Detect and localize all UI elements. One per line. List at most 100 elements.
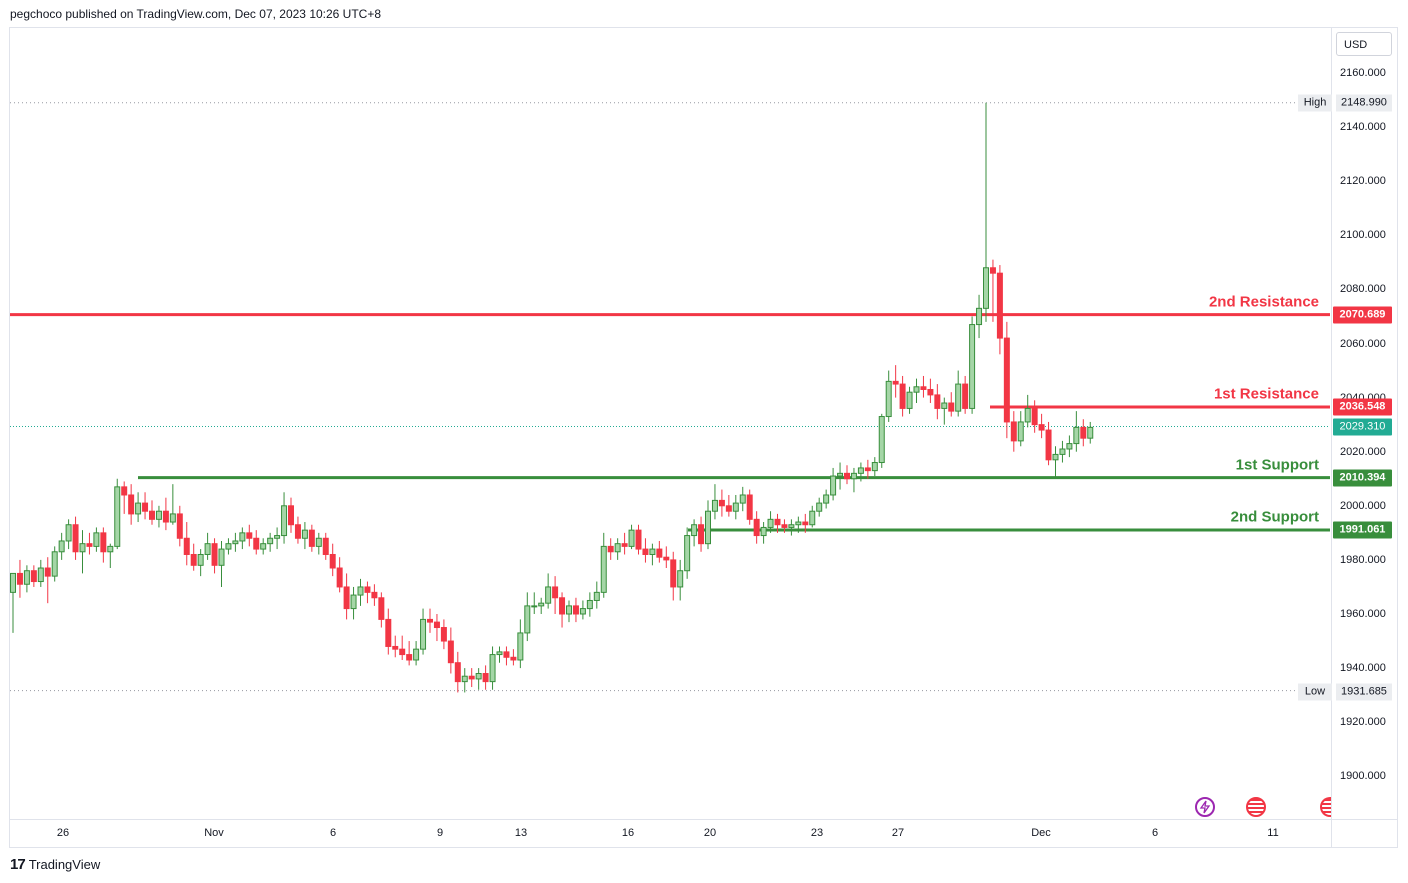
candle-body	[1066, 443, 1073, 450]
candle-body	[579, 608, 586, 615]
candle-body	[753, 518, 760, 537]
candle-body	[948, 402, 955, 412]
candle-body	[1080, 426, 1087, 439]
candle-body	[496, 651, 503, 656]
tradingview-logo-icon: 17	[10, 856, 26, 873]
time-tick-label: 16	[621, 827, 635, 839]
price-tick-label: 2100.000	[1340, 229, 1386, 242]
candle-body	[37, 567, 44, 583]
candle-body	[781, 524, 788, 528]
candle-body	[371, 591, 378, 599]
candle-body	[920, 386, 927, 390]
level-label: 2nd Resistance	[1208, 293, 1319, 311]
candle-body	[322, 537, 329, 555]
candle-body	[155, 510, 162, 520]
publish-info: pegchoco published on TradingView.com, D…	[10, 7, 382, 21]
candle-body	[16, 572, 23, 585]
footer-brand[interactable]: 17 TradingView	[10, 856, 100, 873]
candle-body	[1017, 421, 1024, 442]
time-tick-label: 9	[436, 827, 444, 839]
price-tick-label: 2120.000	[1340, 175, 1386, 188]
candle-body	[976, 307, 983, 326]
candle-body	[44, 567, 51, 577]
candle-body	[684, 535, 691, 572]
candle-body	[162, 510, 169, 523]
candle-body	[607, 545, 614, 553]
candle-body	[614, 543, 621, 553]
price-tick-label: 2060.000	[1340, 337, 1386, 350]
candle-body	[79, 543, 86, 553]
candle-body	[413, 648, 420, 661]
candle-body	[294, 524, 301, 539]
candle-body	[260, 543, 267, 550]
candle-body	[802, 521, 809, 526]
price-tick-label: 2140.000	[1340, 121, 1386, 134]
candle-body	[934, 394, 941, 409]
brand-name: TradingView	[28, 857, 101, 872]
time-tick-label: Nov	[204, 827, 224, 839]
lightning-icon[interactable]	[1195, 797, 1215, 817]
candle-body	[454, 662, 461, 683]
candle-body	[461, 675, 468, 683]
candle-body	[600, 545, 607, 593]
candle-body	[65, 524, 72, 542]
candle-body	[531, 605, 538, 608]
candle-body	[232, 540, 239, 545]
us-flag-calendar-icon-clipped[interactable]	[1320, 797, 1331, 817]
candle-body	[517, 632, 524, 661]
candle-body	[989, 267, 996, 274]
candle-body	[969, 324, 976, 409]
candle-body	[267, 537, 274, 545]
candle-body	[288, 505, 294, 526]
candle-body	[364, 586, 371, 593]
candle-body	[816, 502, 823, 512]
candle-body	[955, 383, 962, 412]
candle-body	[128, 494, 135, 515]
level-price-tag: 1991.061	[1333, 521, 1392, 539]
candle-body	[572, 605, 579, 615]
last-price-tag: 2029.310	[1333, 418, 1392, 436]
candle-body	[489, 654, 496, 683]
level-label: 1st Resistance	[1213, 385, 1319, 403]
candle-body	[711, 499, 718, 512]
candle-body	[906, 391, 913, 409]
price-tick-label: 1940.000	[1340, 662, 1386, 675]
currency-selector[interactable]: USD	[1336, 32, 1392, 56]
time-tick-label: 13	[514, 827, 528, 839]
candle-body	[586, 599, 593, 610]
candle-body	[1087, 426, 1094, 439]
price-tick-label: 2020.000	[1340, 445, 1386, 458]
time-tick-label: 23	[810, 827, 824, 839]
candle-body	[392, 645, 399, 650]
candle-body	[51, 551, 58, 577]
candle-body	[1045, 429, 1052, 461]
candle-body	[705, 510, 711, 545]
price-tick-label: 2000.000	[1340, 499, 1386, 512]
chart-frame[interactable]	[9, 27, 1398, 848]
price-tick-label: 1980.000	[1340, 553, 1386, 566]
candle-body	[190, 553, 197, 566]
candle-body	[850, 472, 857, 480]
candle-body	[336, 567, 343, 588]
candle-body	[30, 570, 37, 583]
candle-body	[983, 267, 989, 309]
candle-body	[878, 416, 885, 464]
low-caption: Low	[1298, 683, 1332, 701]
candle-body	[795, 521, 802, 526]
price-tick-label: 1900.000	[1340, 770, 1386, 783]
time-tick-label: 26	[56, 827, 70, 839]
candle-body	[135, 502, 142, 515]
candle-body	[482, 673, 489, 683]
candle-body	[1052, 453, 1059, 461]
us-flag-calendar-icon[interactable]	[1246, 797, 1266, 817]
candle-body	[378, 597, 385, 620]
candle-body	[1031, 407, 1038, 426]
candle-body	[301, 529, 308, 539]
candle-body	[329, 553, 336, 569]
candle-body	[538, 602, 545, 607]
candle-body	[830, 475, 837, 496]
candle-body	[475, 673, 482, 680]
candle-body	[142, 502, 149, 512]
candle-body	[420, 618, 427, 650]
